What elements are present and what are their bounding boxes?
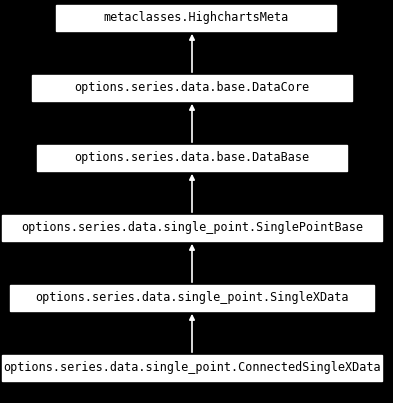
FancyBboxPatch shape	[37, 145, 347, 171]
Text: options.series.data.single_point.ConnectedSingleXData: options.series.data.single_point.Connect…	[3, 361, 381, 374]
FancyBboxPatch shape	[2, 215, 382, 241]
FancyBboxPatch shape	[10, 285, 374, 311]
Text: options.series.data.single_point.SinglePointBase: options.series.data.single_point.SingleP…	[21, 222, 363, 235]
Text: metaclasses.HighchartsMeta: metaclasses.HighchartsMeta	[103, 12, 288, 25]
FancyBboxPatch shape	[56, 5, 336, 31]
FancyBboxPatch shape	[32, 75, 352, 101]
Text: options.series.data.base.DataCore: options.series.data.base.DataCore	[74, 81, 310, 94]
FancyBboxPatch shape	[2, 355, 382, 381]
Text: options.series.data.base.DataBase: options.series.data.base.DataBase	[74, 152, 310, 164]
Text: options.series.data.single_point.SingleXData: options.series.data.single_point.SingleX…	[35, 291, 349, 305]
